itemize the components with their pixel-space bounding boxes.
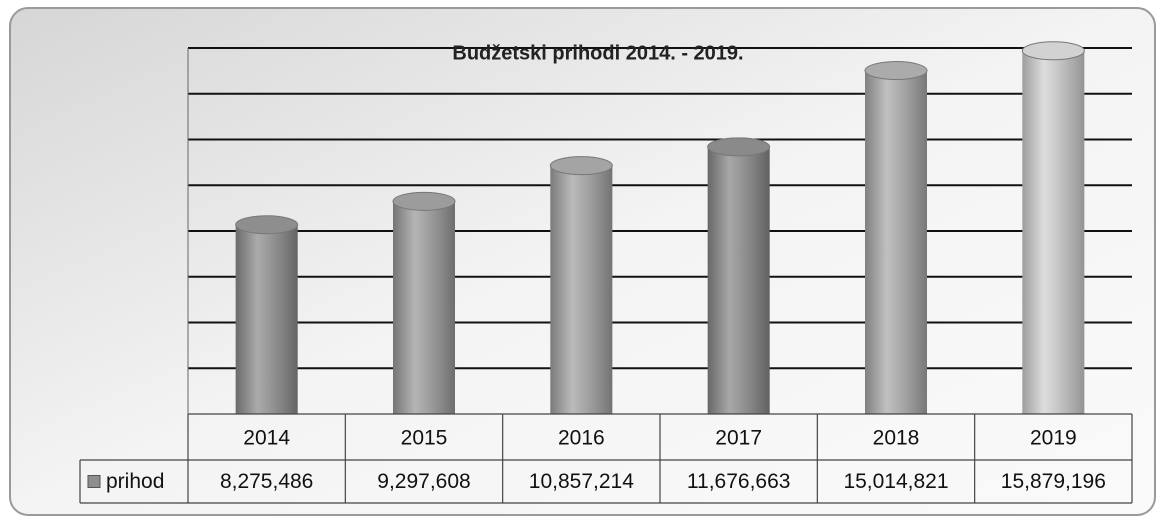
bar-shade [707, 146, 770, 414]
chart-title: Budžetski prihodi 2014. - 2019. [452, 42, 743, 64]
x-tick-label: 2014 [243, 427, 290, 450]
bar-shade [550, 165, 613, 414]
data-label: 10,857,214 [529, 470, 634, 493]
bar-top [392, 191, 456, 211]
data-label: 11,676,663 [687, 470, 791, 493]
x-tick-label: 2015 [401, 427, 448, 450]
bar-shade [235, 224, 298, 414]
x-tick-label: 2018 [873, 427, 920, 450]
bar-shade [393, 201, 455, 414]
legend-swatch [87, 475, 101, 488]
data-label: 9,297,608 [377, 470, 470, 493]
bar-shade [865, 70, 927, 414]
bar-top [864, 61, 928, 81]
data-label: 8,275,486 [220, 470, 313, 493]
x-tick-label: 2019 [1030, 427, 1077, 450]
bar-top [235, 215, 299, 235]
data-label: 15,879,196 [1001, 470, 1106, 493]
bar-top [1021, 41, 1085, 61]
x-tick-label: 2017 [715, 427, 762, 450]
x-tick-label: 2016 [558, 427, 605, 450]
legend-label: prihod [106, 470, 164, 493]
bar-top [707, 137, 771, 157]
bar-top [549, 156, 613, 176]
data-label: 15,014,821 [843, 470, 948, 493]
bar-shade [1022, 50, 1085, 414]
